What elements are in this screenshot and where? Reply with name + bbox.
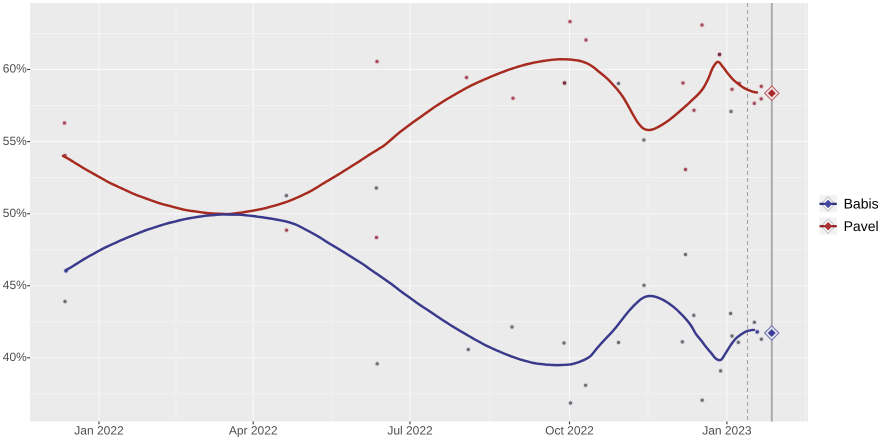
svg-text:60%: 60% [3,62,27,76]
svg-text:Jul 2022: Jul 2022 [387,424,433,438]
svg-text:Apr 2022: Apr 2022 [229,424,278,438]
svg-text:Babis: Babis [844,196,879,212]
svg-text:Oct 2022: Oct 2022 [545,424,594,438]
svg-text:Jan 2023: Jan 2023 [702,424,752,438]
svg-text:Pavel: Pavel [844,218,879,234]
svg-text:45%: 45% [3,278,27,292]
svg-text:40%: 40% [3,350,27,364]
svg-text:50%: 50% [3,206,27,220]
svg-text:Jan 2022: Jan 2022 [74,424,124,438]
svg-text:55%: 55% [3,134,27,148]
